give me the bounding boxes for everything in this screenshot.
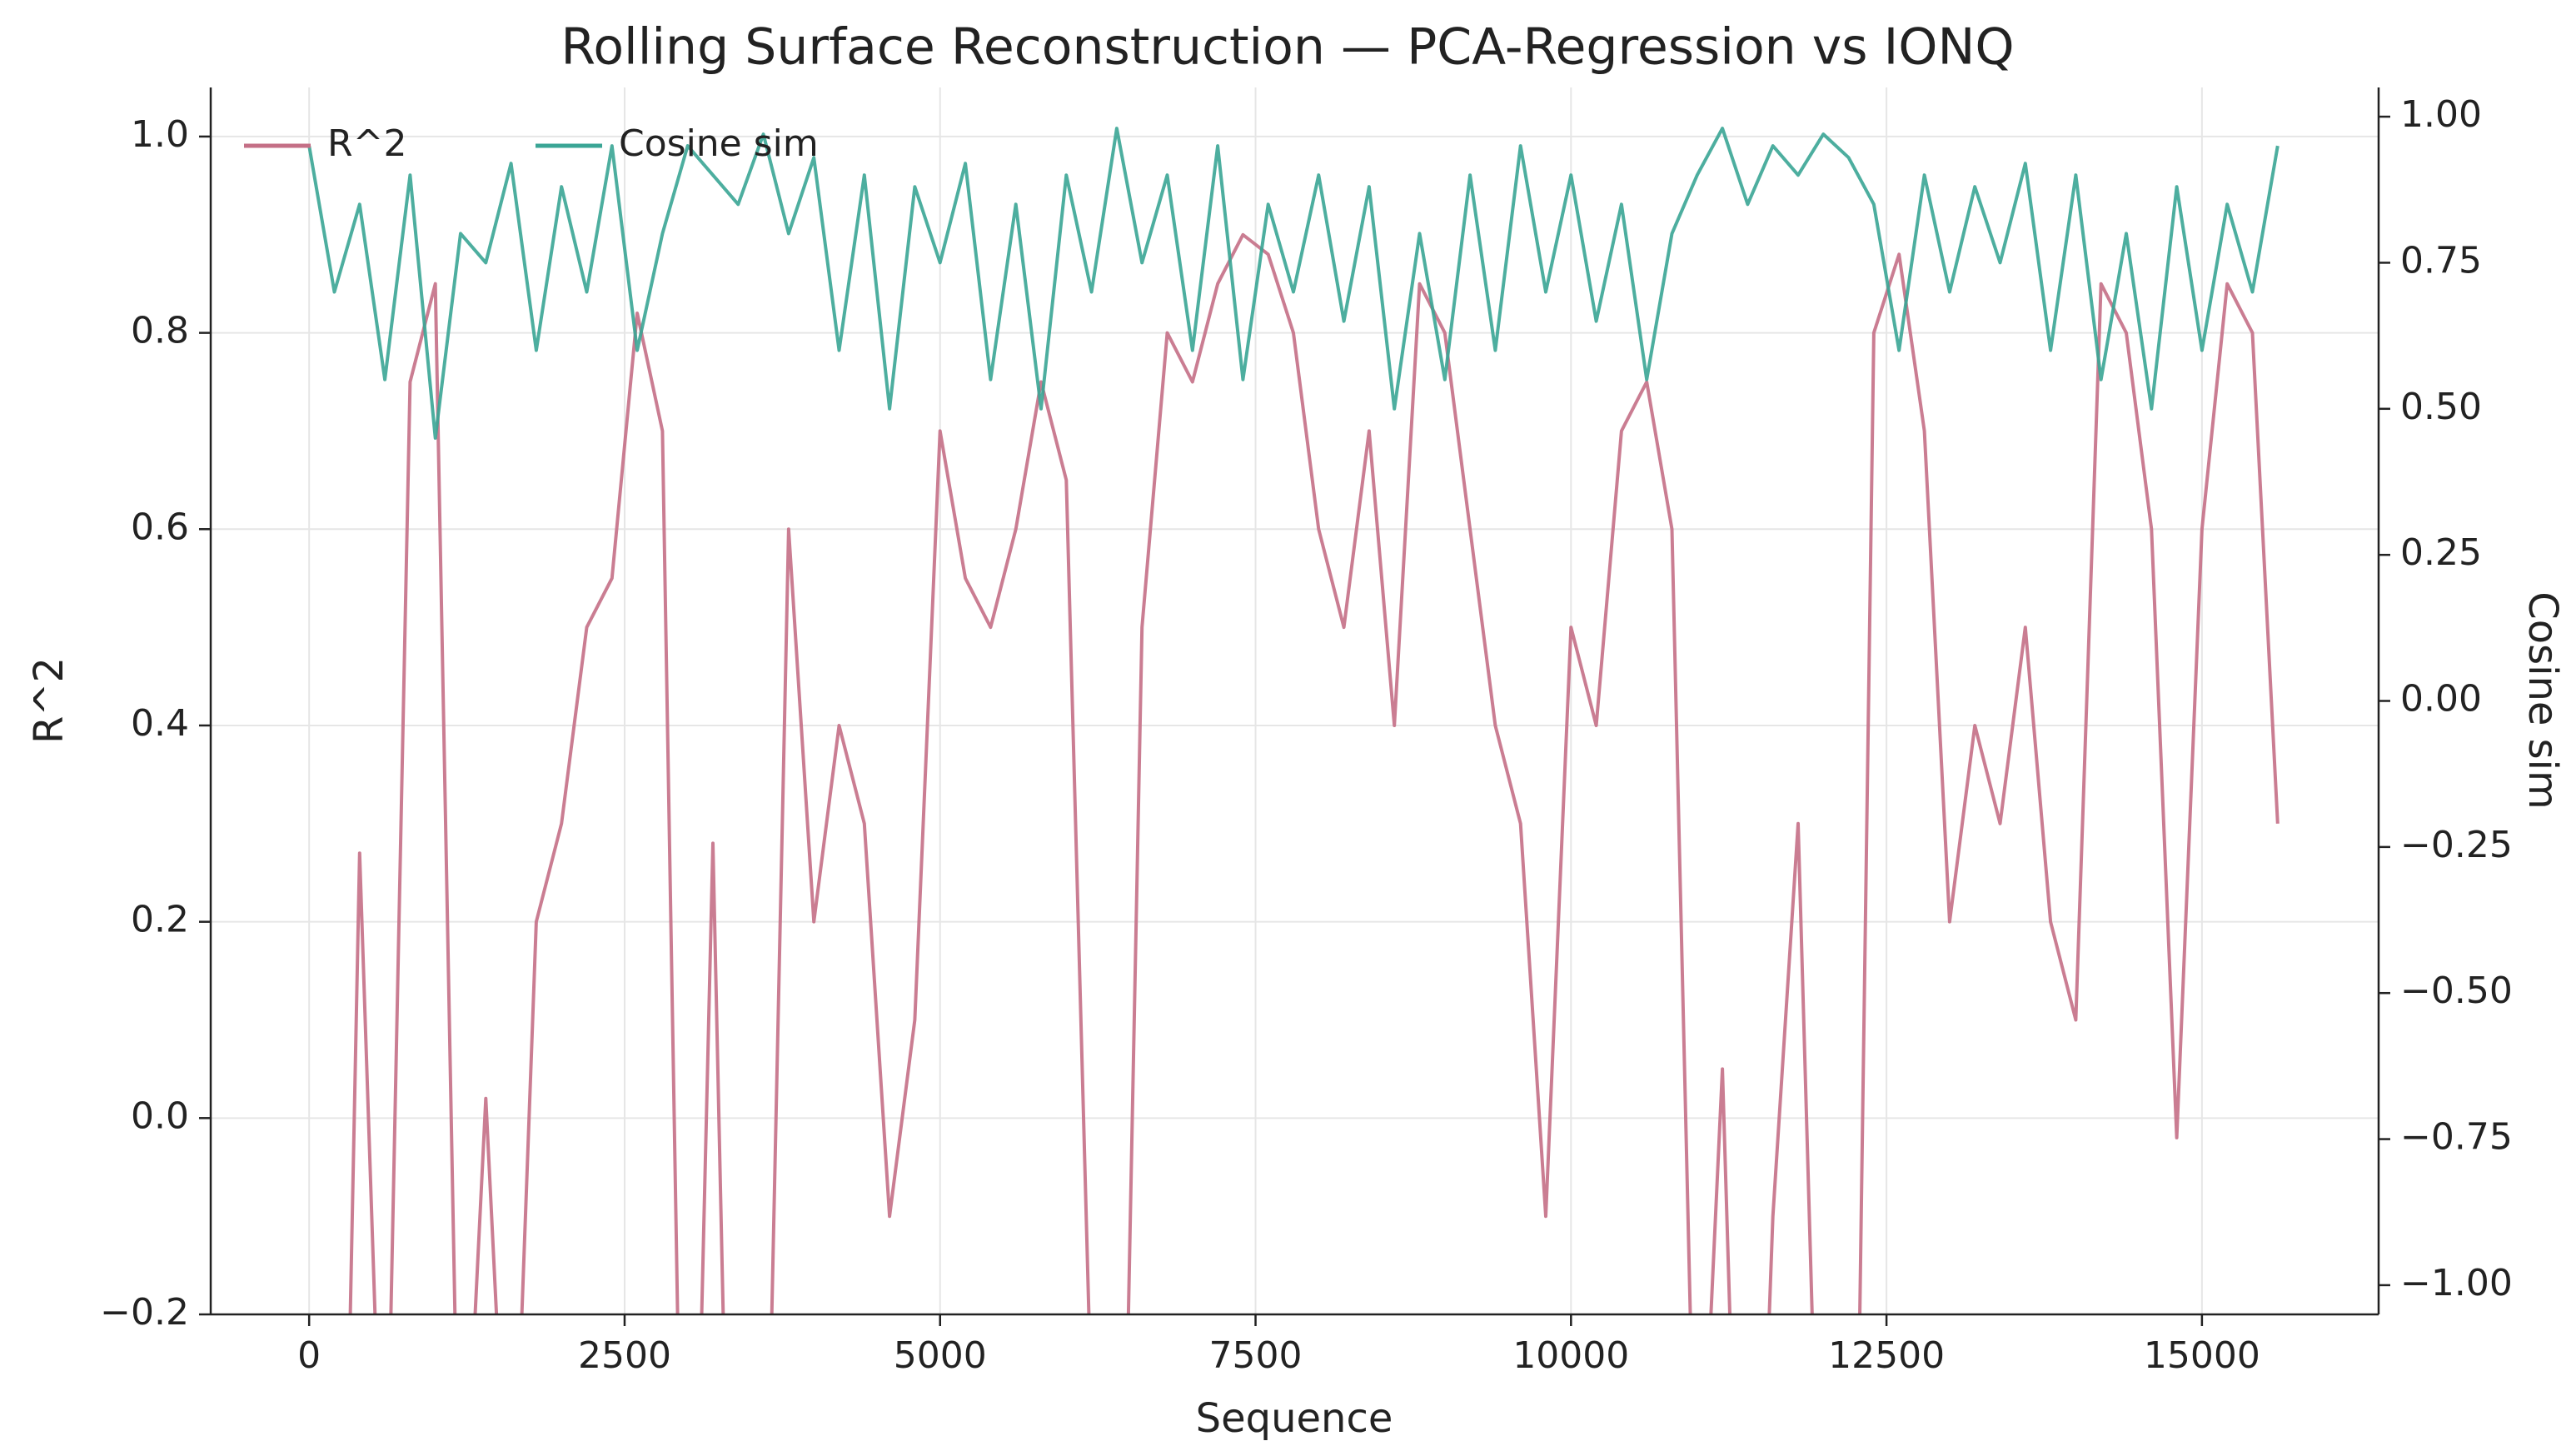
axes: 0 2500 5000 7500 10000 12500 15000 −0.2 0.0 0.2 0.… [100,87,2513,1377]
y2-tick-label: −0.75 [2400,1116,2513,1159]
legend-label: R^2 [327,122,406,165]
series-line [307,127,2280,440]
y-tick-label: 0.2 [131,899,189,941]
x-tick-label: 12500 [1828,1334,1945,1377]
y-tick-label: −0.2 [100,1291,189,1334]
series-line [348,232,2280,1314]
y2-tick-label: 1.00 [2400,93,2482,136]
x-tick-label: 5000 [894,1334,987,1377]
x-tick-label: 15000 [2144,1334,2260,1377]
legend: R^2 Cosine sim [244,122,819,165]
y2-tick-label: −0.25 [2400,824,2513,866]
y2-tick-label: −0.50 [2400,970,2513,1012]
y2-tick-label: 0.00 [2400,678,2482,721]
y-tick-label: 0.4 [131,702,189,745]
x-tick-label: 7500 [1209,1334,1303,1377]
y2-tick-label: 0.75 [2400,239,2482,282]
legend-label: Cosine sim [619,122,819,165]
x-tick-label: 0 [297,1334,321,1377]
chart-title: Rolling Surface Reconstruction — PCA-Reg… [561,18,2014,77]
y-tick-label: 1.0 [131,113,189,156]
y2-tick-label: 0.25 [2400,531,2482,574]
y-tick-label: 0.8 [131,310,189,352]
y2-tick-label: −1.00 [2400,1262,2513,1304]
y-tick-label: 0.0 [131,1094,189,1137]
y-tick-label: 0.6 [131,506,189,548]
grid [211,87,2379,1315]
y2-axis-label: Cosine sim [2519,591,2566,810]
x-tick-label: 10000 [1512,1334,1629,1377]
y-axis-label: R^2 [26,657,72,744]
y2-tick-label: 0.50 [2400,386,2482,428]
x-axis-label: Sequence [1196,1395,1393,1442]
x-tick-label: 2500 [578,1334,671,1377]
plot-area [307,127,2280,1314]
